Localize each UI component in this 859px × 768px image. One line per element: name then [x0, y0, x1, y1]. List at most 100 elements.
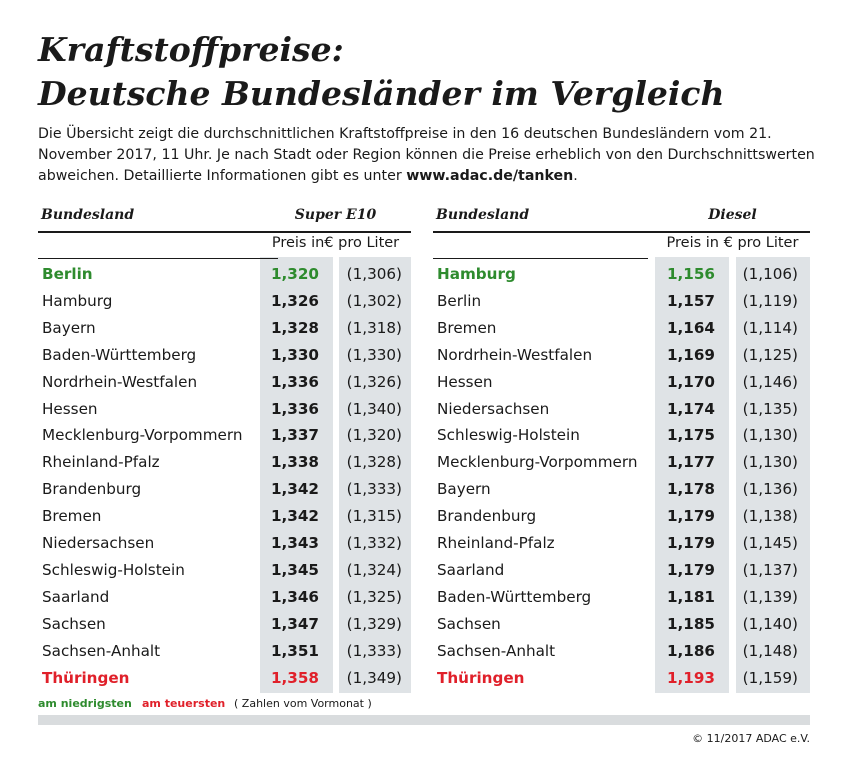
page-title: Kraftstoffpreise: Deutsche Bundesländer … [38, 28, 725, 116]
current-price: 1,186 [666, 641, 715, 660]
previous-month-price: (1,332) [346, 534, 402, 552]
previous-month-price: (1,145) [742, 534, 798, 552]
price-column-shade [655, 257, 729, 693]
table-row: Rheinland-Pfalz 1,179 (1,145) [433, 532, 810, 559]
price-column-shade [260, 257, 333, 693]
table-row: Brandenburg 1,342 (1,333) [38, 478, 411, 505]
unit-label: Preis in€ pro Liter [271, 235, 400, 251]
table-row: Berlin 1,320 (1,306) [38, 263, 411, 290]
table-row: Baden-Württemberg 1,181 (1,139) [433, 586, 810, 613]
state-name: Berlin [437, 291, 482, 310]
intro-link[interactable]: www.adac.de/tanken [406, 168, 574, 184]
state-name: Schleswig-Holstein [42, 560, 185, 579]
previous-month-price: (1,130) [742, 426, 798, 445]
table-row: Brandenburg 1,179 (1,138) [433, 505, 810, 532]
intro-end: . [573, 168, 578, 184]
previous-month-price: (1,138) [742, 507, 798, 526]
table-row: Thüringen 1,193 (1,159) [433, 667, 810, 694]
state-name: Nordrhein-Westfalen [437, 345, 593, 364]
state-name: Thüringen [437, 668, 525, 687]
state-name: Thüringen [42, 668, 130, 687]
table-row: Sachsen 1,347 (1,329) [38, 613, 411, 640]
previous-month-price: (1,333) [346, 641, 402, 660]
prev-column-shade [736, 257, 810, 693]
previous-month-price: (1,330) [346, 345, 402, 364]
table-row: Hessen 1,336 (1,340) [38, 398, 411, 425]
table-row: Bayern 1,178 (1,136) [433, 478, 810, 505]
previous-month-price: (1,328) [346, 453, 402, 472]
table-row: Schleswig-Holstein 1,345 (1,324) [38, 559, 411, 586]
intro-text: Die Übersicht zeigt die durchschnittlich… [38, 126, 815, 184]
table-row: Bremen 1,342 (1,315) [38, 505, 411, 532]
table-row: Bayern 1,328 (1,318) [38, 317, 411, 344]
state-name: Saarland [437, 560, 505, 579]
table-row: Baden-Württemberg 1,330 (1,330) [38, 344, 411, 371]
previous-month-price: (1,326) [346, 372, 402, 391]
current-price: 1,347 [270, 614, 319, 633]
table-row: Sachsen-Anhalt 1,351 (1,333) [38, 640, 411, 667]
state-name: Sachsen-Anhalt [42, 641, 161, 660]
table-row: Bremen 1,164 (1,114) [433, 317, 810, 344]
header-rule [433, 231, 810, 233]
unit-label: Preis in € pro Liter [666, 235, 799, 251]
current-price: 1,193 [666, 668, 715, 687]
current-price: 1,179 [666, 560, 715, 579]
previous-month-price: (1,119) [742, 291, 798, 310]
state-name: Bayern [437, 480, 491, 499]
previous-month-price: (1,302) [346, 291, 402, 310]
header-rule [38, 231, 411, 233]
legend-highest: am teuersten [142, 697, 226, 710]
copyright: © 11/2017 ADAC e.V. [692, 732, 810, 745]
previous-month-price: (1,318) [346, 318, 402, 337]
intro-paragraph: Die Übersicht zeigt die durchschnittlich… [38, 124, 818, 187]
table-row: Saarland 1,179 (1,137) [433, 559, 810, 586]
table-row: Hessen 1,170 (1,146) [433, 371, 810, 398]
current-price: 1,326 [270, 291, 319, 310]
state-name: Hamburg [42, 291, 113, 310]
current-price: 1,342 [270, 480, 319, 499]
unit-rule [433, 258, 648, 259]
previous-month-price: (1,329) [346, 614, 402, 633]
previous-month-price: (1,137) [742, 560, 798, 579]
current-price: 1,336 [270, 372, 319, 391]
table-row: Rheinland-Pfalz 1,338 (1,328) [38, 451, 411, 478]
previous-month-price: (1,320) [346, 426, 402, 445]
previous-month-price: (1,349) [346, 668, 402, 687]
previous-month-price: (1,135) [742, 399, 798, 418]
state-name: Hamburg [437, 265, 516, 283]
current-price: 1,175 [666, 426, 715, 445]
current-price: 1,343 [270, 534, 319, 552]
previous-month-price: (1,114) [742, 318, 798, 337]
current-price: 1,179 [666, 507, 715, 526]
previous-month-price: (1,306) [346, 265, 402, 283]
current-price: 1,185 [666, 614, 715, 633]
table-row: Niedersachsen 1,174 (1,135) [433, 398, 810, 425]
previous-month-price: (1,136) [742, 480, 798, 499]
state-name: Mecklenburg-Vorpommern [42, 426, 243, 445]
current-price: 1,179 [666, 534, 715, 552]
state-name: Bayern [42, 318, 96, 337]
table-row: Nordrhein-Westfalen 1,336 (1,326) [38, 371, 411, 398]
previous-month-price: (1,130) [742, 453, 798, 472]
table-header: Bundesland Diesel [433, 205, 810, 233]
table-row: Sachsen 1,185 (1,140) [433, 613, 810, 640]
state-name: Bremen [437, 318, 497, 337]
previous-month-price: (1,333) [346, 480, 402, 499]
state-name: Niedersachsen [437, 399, 550, 418]
current-price: 1,164 [666, 318, 715, 337]
state-name: Hessen [42, 399, 98, 418]
previous-month-price: (1,325) [346, 587, 402, 606]
table-row: Sachsen-Anhalt 1,186 (1,148) [433, 640, 810, 667]
current-price: 1,177 [666, 453, 715, 472]
previous-month-price: (1,340) [346, 399, 402, 418]
current-price: 1,181 [666, 587, 715, 606]
table-row: Berlin 1,157 (1,119) [433, 290, 810, 317]
state-name: Brandenburg [437, 507, 537, 526]
table-row: Hamburg 1,326 (1,302) [38, 290, 411, 317]
previous-month-price: (1,125) [742, 345, 798, 364]
state-name: Bremen [42, 507, 102, 526]
previous-month-price: (1,148) [742, 641, 798, 660]
fuel-column-header: Super E10 [294, 207, 377, 223]
super-e10-table: Bundesland Super E10 Preis in€ pro Liter… [38, 205, 411, 693]
current-price: 1,156 [666, 265, 715, 283]
